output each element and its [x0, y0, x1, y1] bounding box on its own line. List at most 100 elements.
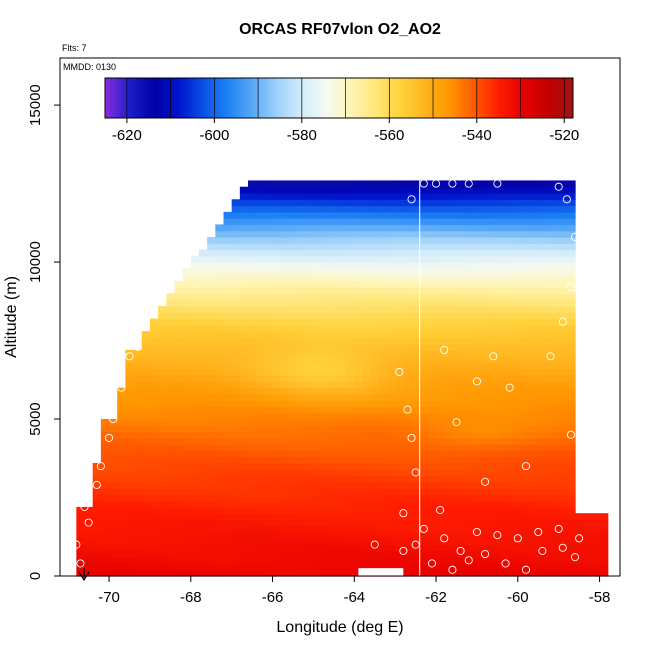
heatmap-cell [378, 462, 388, 470]
heatmap-cell [395, 312, 404, 320]
heatmap-cell [166, 538, 176, 546]
heatmap-cell [558, 343, 568, 351]
heatmap-cell [493, 331, 503, 339]
observation-point [554, 524, 563, 533]
heatmap-cell [321, 186, 331, 194]
heatmap-cell [239, 356, 249, 364]
heatmap-cell [264, 306, 274, 313]
heatmap-cell [272, 538, 282, 546]
heatmap-cell [321, 262, 331, 269]
heatmap-cell [280, 406, 290, 414]
heatmap-cell [378, 431, 388, 439]
heatmap-cell [313, 255, 323, 263]
heatmap-cell [476, 393, 486, 401]
heatmap-cell [517, 274, 527, 282]
heatmap-cell [133, 393, 143, 401]
heatmap-cell [444, 500, 454, 508]
heatmap-cell [378, 249, 388, 257]
heatmap-cell [395, 180, 404, 188]
colorbar-swatch [301, 78, 305, 118]
heatmap-cell [321, 299, 331, 307]
heatmap-cell [411, 538, 421, 546]
heatmap-cell [558, 337, 568, 345]
heatmap-cell [182, 569, 192, 577]
heatmap-cell [558, 362, 568, 370]
x-tick-label: -70 [98, 589, 120, 606]
colorbar-swatch [422, 78, 426, 118]
heatmap-cell [280, 494, 290, 502]
heatmap-cell [387, 356, 396, 364]
heatmap-cell [297, 255, 306, 263]
heatmap-cell [493, 513, 503, 521]
colorbar-swatch [395, 78, 398, 118]
heatmap-cell [493, 349, 503, 357]
heatmap-cell [501, 494, 511, 502]
heatmap-cell [231, 218, 241, 225]
heatmap-cell [493, 475, 503, 483]
heatmap-cell [517, 255, 527, 263]
heatmap-cell [313, 450, 323, 458]
heatmap-cell [411, 475, 421, 483]
heatmap-cell [223, 525, 233, 533]
heatmap-cell [370, 419, 380, 426]
heatmap-cell [305, 475, 315, 483]
heatmap-cell [215, 419, 225, 426]
heatmap-cell [174, 324, 184, 332]
heatmap-cell [321, 412, 331, 420]
heatmap-cell [387, 506, 396, 514]
heatmap-cell [395, 318, 404, 326]
heatmap-cell [550, 236, 560, 244]
heatmap-cell [207, 375, 216, 382]
heatmap-cell [362, 419, 372, 426]
heatmap-cell [337, 544, 347, 552]
heatmap-cell [525, 312, 535, 320]
colorbar-swatch [153, 78, 157, 118]
heatmap-cell [452, 387, 462, 395]
colorbar-swatch [249, 78, 252, 118]
heatmap-cell [207, 268, 216, 276]
heatmap-cell [452, 299, 462, 307]
heatmap-cell [207, 262, 216, 269]
heatmap-cell [468, 425, 478, 433]
heatmap-cell [436, 243, 445, 251]
heatmap-cell [387, 513, 396, 521]
heatmap-cell [436, 532, 445, 539]
heatmap-cell [288, 274, 298, 282]
heatmap-cell [525, 293, 535, 301]
heatmap-cell [280, 362, 290, 370]
heatmap-cell [198, 312, 208, 320]
heatmap-cell [566, 243, 576, 251]
heatmap-cell [305, 381, 315, 389]
colorbar-swatch [446, 78, 449, 118]
heatmap-cell [509, 462, 519, 470]
heatmap-cell [427, 550, 437, 558]
heatmap-cell [427, 538, 437, 546]
heatmap-cell [174, 481, 184, 489]
heatmap-cell [280, 444, 290, 452]
heatmap-cell [198, 268, 208, 276]
heatmap-cell [485, 218, 494, 225]
heatmap-cell [337, 419, 347, 426]
heatmap-cell [411, 506, 421, 514]
heatmap-cell [525, 230, 535, 238]
heatmap-cell [166, 293, 176, 301]
heatmap-cell [92, 506, 102, 514]
heatmap-cell [460, 450, 470, 458]
heatmap-cell [329, 236, 339, 244]
observation-point [117, 383, 126, 392]
heatmap-cell [411, 557, 421, 565]
heatmap-cell [207, 318, 216, 326]
heatmap-cell [92, 525, 102, 533]
heatmap-cell [550, 368, 560, 376]
colorbar-swatch [298, 78, 301, 118]
heatmap-cell [337, 249, 347, 257]
heatmap-cell [288, 236, 298, 244]
heatmap-cell [256, 419, 265, 426]
heatmap-cell [109, 544, 118, 552]
heatmap-cell [264, 425, 274, 433]
colorbar-swatch [106, 78, 110, 118]
heatmap-cell [436, 318, 445, 326]
heatmap-cell [387, 400, 396, 408]
heatmap-cell [419, 532, 429, 539]
heatmap-cell [231, 274, 241, 282]
